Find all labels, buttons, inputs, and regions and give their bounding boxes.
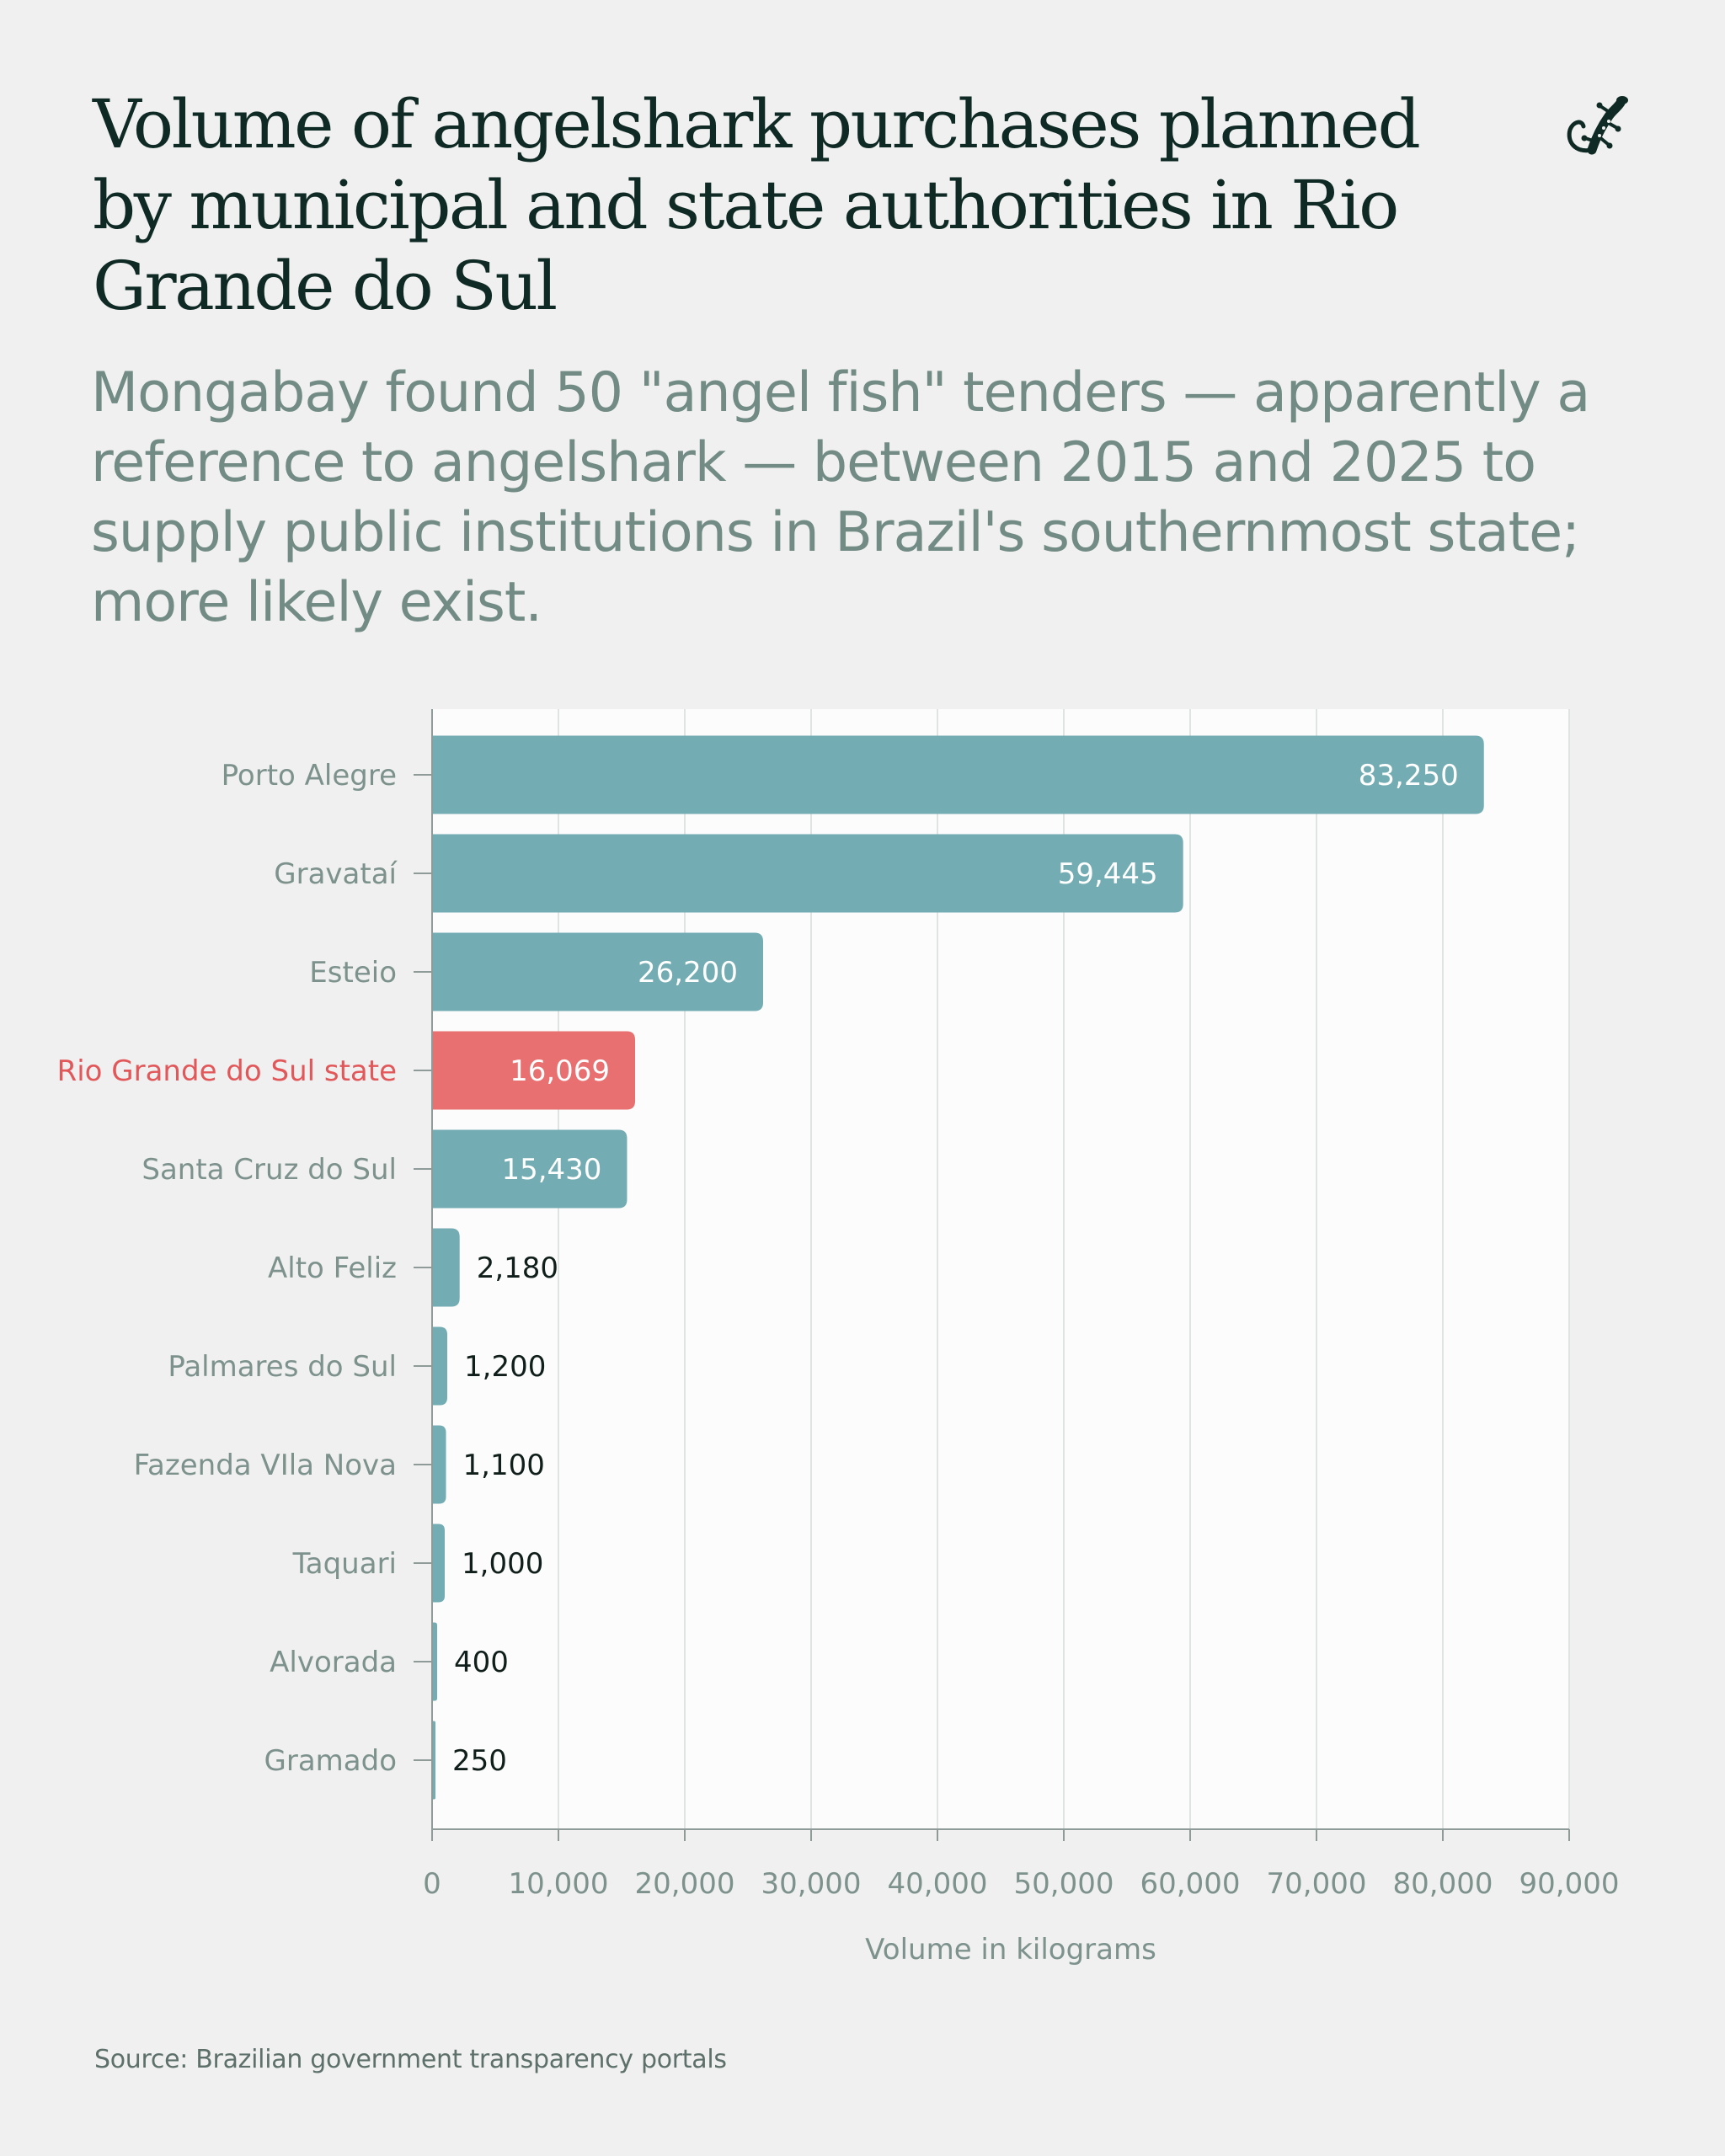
value-label: 1,100 <box>463 1449 545 1482</box>
category-label: Palmares do Sul <box>168 1350 397 1384</box>
category-label: Santa Cruz do Sul <box>142 1153 397 1187</box>
x-tick-label: 30,000 <box>761 1867 862 1901</box>
value-label: 16,069 <box>510 1054 610 1088</box>
value-labels: 83,250 59,445 26,200 16,069 15,430 2,180 1,200… <box>452 759 1459 1778</box>
value-label: 59,445 <box>1058 857 1158 891</box>
bars <box>432 735 1484 1800</box>
category-label: Taquari <box>292 1547 397 1581</box>
bar <box>432 1129 628 1209</box>
bar <box>432 1524 445 1603</box>
source-note: Source: Brazilian government transparenc… <box>94 2045 727 2074</box>
gecko-icon <box>1567 96 1628 155</box>
category-label: Fazenda VIla Nova <box>134 1449 397 1482</box>
x-tick-label: 60,000 <box>1140 1867 1241 1901</box>
category-label: Esteio <box>309 956 397 990</box>
bar <box>432 932 763 1011</box>
value-label: 26,200 <box>638 956 738 990</box>
x-axis: 0 10,000 20,000 30,000 40,000 50,000 60,000 70,… <box>414 709 1619 1901</box>
chart-subtitle: Mongabay found 50 "angel fish" tenders —… <box>91 361 1590 634</box>
x-axis-title: Volume in kilograms <box>865 1933 1156 1967</box>
x-tick-label: 10,000 <box>509 1867 609 1901</box>
value-label: 2,180 <box>477 1251 558 1285</box>
x-tick-label: 40,000 <box>888 1867 988 1901</box>
bar <box>432 1425 446 1504</box>
bar <box>432 834 1183 913</box>
category-label: Rio Grande do Sul state <box>57 1054 397 1088</box>
value-label: 250 <box>452 1744 507 1778</box>
value-label: 83,250 <box>1359 759 1459 792</box>
bar <box>432 1031 636 1110</box>
category-label: Gravataí <box>274 857 398 891</box>
x-tick-label: 90,000 <box>1519 1867 1620 1901</box>
category-label: Porto Alegre <box>222 759 397 792</box>
category-label: Gramado <box>264 1744 398 1778</box>
x-tick-label: 20,000 <box>635 1867 735 1901</box>
x-tick-label: 80,000 <box>1393 1867 1493 1901</box>
x-tick-label: 70,000 <box>1267 1867 1367 1901</box>
bar <box>432 1622 437 1701</box>
category-labels: Porto Alegre Gravataí Esteio Rio Grande do … <box>57 759 398 1778</box>
chart-title: Volume of angelshark purchases planned b… <box>93 85 1421 325</box>
value-label: 1,200 <box>464 1350 546 1384</box>
bar-chart: Porto Alegre Gravataí Esteio Rio Grande do … <box>57 709 1619 1967</box>
bar <box>432 735 1484 814</box>
category-label: Alto Feliz <box>268 1251 397 1285</box>
value-label: 15,430 <box>501 1153 601 1187</box>
value-label: 400 <box>454 1646 509 1679</box>
bar <box>432 1326 447 1406</box>
bar <box>432 1228 460 1307</box>
value-label: 1,000 <box>462 1547 543 1581</box>
category-label: Alvorada <box>270 1646 397 1679</box>
x-tick-label: 50,000 <box>1014 1867 1114 1901</box>
x-tick-label: 0 <box>423 1867 441 1901</box>
